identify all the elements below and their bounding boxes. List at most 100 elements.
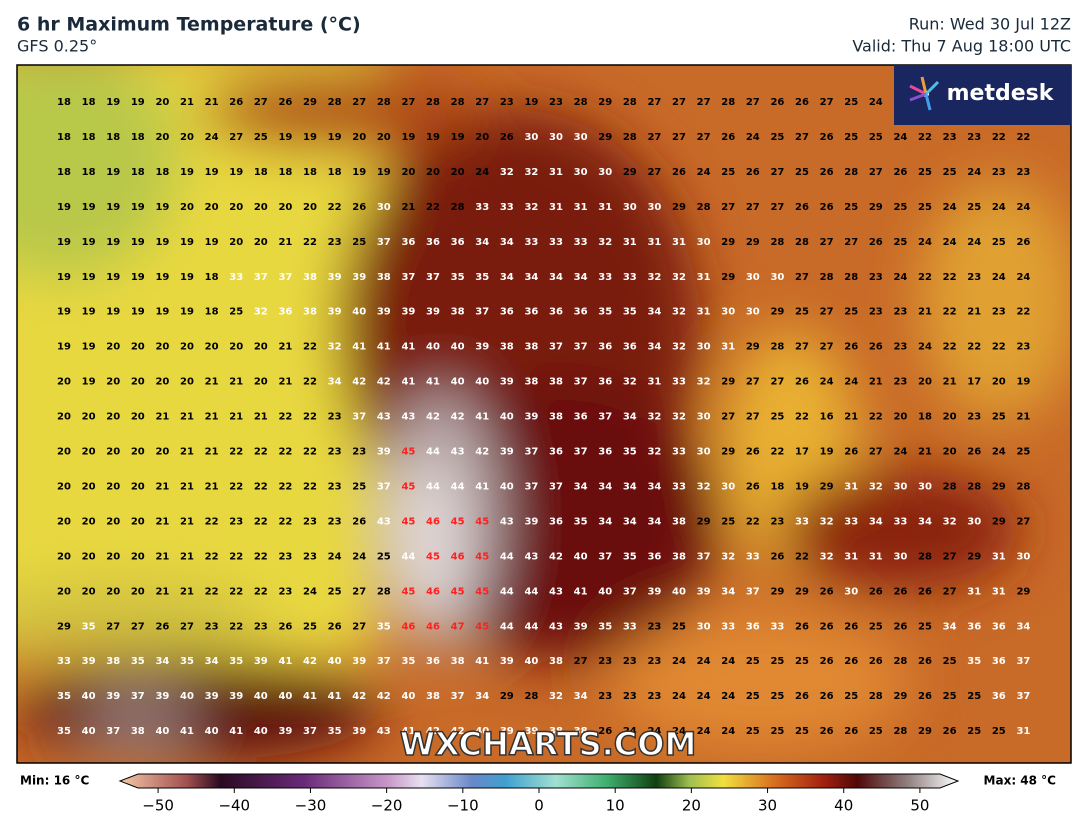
temperature-value: 24 [352, 551, 366, 562]
temperature-value: 32 [697, 377, 711, 388]
temperature-value: 18 [918, 412, 932, 423]
temperature-value: 44 [500, 551, 514, 562]
temperature-value: 21 [155, 481, 169, 492]
temperature-value: 20 [106, 516, 120, 527]
temperature-value: 38 [672, 516, 686, 527]
temperature-value: 20 [377, 132, 391, 143]
temperature-value: 18 [155, 167, 169, 178]
temperature-value: 27 [721, 202, 735, 213]
temperature-value: 31 [623, 237, 637, 248]
temperature-value: 21 [155, 516, 169, 527]
temperature-value: 35 [598, 307, 612, 318]
temperature-value: 26 [278, 621, 292, 632]
temperature-value: 30 [697, 237, 711, 248]
temperature-value: 33 [721, 621, 735, 632]
temperature-value: 20 [57, 481, 71, 492]
temperature-value: 27 [795, 342, 809, 353]
temperature-value: 42 [549, 551, 563, 562]
temperature-value: 29 [697, 516, 711, 527]
temperature-value: 24 [844, 377, 858, 388]
temperature-value: 34 [623, 516, 637, 527]
temperature-value: 40 [254, 726, 268, 737]
temperature-value: 29 [770, 586, 784, 597]
temperature-value: 25 [795, 656, 809, 667]
temperature-value: 35 [623, 551, 637, 562]
temperature-value: 21 [205, 97, 219, 108]
temperature-value: 27 [943, 586, 957, 597]
temperature-value: 38 [672, 551, 686, 562]
temperature-value: 26 [893, 586, 907, 597]
temperature-value: 23 [205, 621, 219, 632]
temperature-value: 26 [967, 447, 981, 458]
temperature-value: 18 [57, 132, 71, 143]
colorbar-tick-label: 0 [534, 797, 544, 815]
temperature-value: 34 [869, 516, 883, 527]
temperature-value: 36 [278, 307, 292, 318]
temperature-value: 25 [746, 656, 760, 667]
temperature-value: 20 [180, 202, 194, 213]
temperature-value: 21 [278, 377, 292, 388]
temperature-value: 28 [795, 237, 809, 248]
temperature-value: 21 [180, 586, 194, 597]
temperature-value: 18 [303, 167, 317, 178]
temperature-value: 44 [426, 447, 440, 458]
temperature-value: 28 [770, 342, 784, 353]
temperature-value: 35 [377, 621, 391, 632]
temperature-value: 46 [426, 621, 440, 632]
temperature-value: 34 [500, 272, 514, 283]
temperature-value: 19 [106, 237, 120, 248]
temperature-value: 40 [524, 656, 538, 667]
temperature-value: 32 [697, 481, 711, 492]
temperature-value: 26 [770, 551, 784, 562]
temperature-value: 45 [401, 481, 415, 492]
temperature-value: 25 [229, 307, 243, 318]
temperature-value: 44 [451, 481, 465, 492]
temperature-value: 37 [574, 447, 588, 458]
temperature-value: 28 [844, 272, 858, 283]
temperature-value: 20 [278, 202, 292, 213]
temperature-value: 33 [549, 237, 563, 248]
temperature-value: 29 [57, 621, 71, 632]
temperature-value: 37 [426, 272, 440, 283]
temperature-value: 27 [770, 377, 784, 388]
temperature-value: 23 [647, 621, 661, 632]
temperature-value: 32 [943, 516, 957, 527]
temperature-value: 40 [82, 691, 96, 702]
temperature-value: 45 [426, 551, 440, 562]
temperature-value: 27 [647, 132, 661, 143]
temperature-value: 36 [992, 621, 1006, 632]
temperature-value: 34 [574, 272, 588, 283]
temperature-value: 39 [82, 656, 96, 667]
temperature-value: 20 [254, 202, 268, 213]
temperature-value: 33 [672, 447, 686, 458]
temperature-value: 20 [303, 202, 317, 213]
temperature-value: 39 [278, 726, 292, 737]
temperature-value: 45 [401, 447, 415, 458]
temperature-value: 19 [303, 132, 317, 143]
temperature-value: 21 [180, 551, 194, 562]
temperature-value: 22 [254, 481, 268, 492]
temperature-value: 32 [549, 691, 563, 702]
temperature-value: 24 [820, 377, 834, 388]
temperature-value: 22 [278, 516, 292, 527]
temperature-value: 28 [943, 481, 957, 492]
temperature-value: 35 [574, 516, 588, 527]
temperature-value: 28 [893, 726, 907, 737]
temperature-value: 47 [451, 621, 465, 632]
temperature-value: 38 [524, 342, 538, 353]
temperature-value: 22 [943, 307, 957, 318]
temperature-value: 20 [106, 481, 120, 492]
temperature-value: 40 [475, 726, 489, 737]
temperature-value: 20 [82, 516, 96, 527]
temperature-value: 24 [697, 656, 711, 667]
colorbar-tick-label: 10 [606, 797, 625, 815]
temperature-value: 21 [180, 447, 194, 458]
temperature-value: 31 [967, 586, 981, 597]
temperature-value: 23 [328, 481, 342, 492]
temperature-value: 31 [869, 551, 883, 562]
temperature-value: 19 [1016, 377, 1030, 388]
temperature-value: 26 [869, 586, 883, 597]
temperature-value: 19 [155, 237, 169, 248]
temperature-value: 27 [254, 97, 268, 108]
temperature-value: 40 [82, 726, 96, 737]
